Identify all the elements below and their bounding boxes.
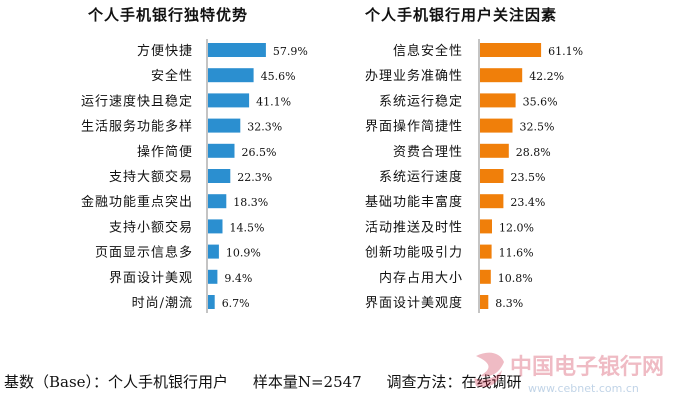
chart-2-category-label: 创新功能吸引力: [365, 245, 463, 261]
footer: 基数（Base）：个人手机银行用户 样本量N=2547 调查方法：在线调研: [4, 371, 542, 392]
chart-2-value-label: 32.5%: [520, 121, 555, 134]
chart-2-bar: [480, 295, 489, 309]
chart-1-bar: [208, 295, 215, 309]
chart-2-category-label: 内存占用大小: [379, 270, 463, 286]
chart-2-bar: [480, 219, 492, 234]
chart-2-value-label: 28.8%: [516, 146, 551, 159]
footer-method: 调查方法：在线调研: [386, 373, 522, 391]
chart-1-category-label: 操作简便: [137, 144, 193, 160]
chart-2-bar: [480, 143, 509, 158]
chart-2-category-label: 界面操作简捷性: [365, 119, 463, 135]
chart-1-bar: [208, 219, 223, 234]
chart-1-category-label: 页面显示信息多: [95, 245, 193, 261]
chart-1-bar: [208, 194, 227, 209]
chart-1-bar: [208, 269, 218, 284]
chart-2-category-label: 系统运行速度: [379, 169, 463, 185]
chart-1-bar: [208, 43, 266, 57]
chart-1-value-label: 10.9%: [226, 247, 261, 260]
chart-2-value-label: 10.8%: [498, 272, 533, 285]
chart-1-bar: [208, 118, 241, 133]
chart-title-advantages: 个人手机银行独特优势: [88, 6, 249, 24]
chart-2-category-label: 活动推送及时性: [365, 220, 463, 235]
chart-2-bar: [480, 118, 513, 133]
chart-1-category-label: 金融功能重点突出: [81, 194, 193, 210]
chart-2-category-label: 办理业务准确性: [365, 68, 463, 84]
chart-1-bar: [208, 143, 235, 158]
chart-2-bar: [480, 269, 491, 284]
chart-title-concerns: 个人手机银行用户关注因素: [365, 6, 558, 24]
chart-1-value-label: 9.4%: [224, 272, 252, 285]
chart-2-value-label: 61.1%: [548, 45, 583, 58]
chart-1-category-label: 支持小额交易: [109, 219, 193, 235]
chart-2-value-label: 11.6%: [499, 247, 534, 260]
chart-1-bar: [208, 169, 231, 183]
watermark-logo-icon: [476, 352, 504, 377]
chart-1-bar: [208, 93, 250, 108]
chart-1-category-label: 方便快捷: [137, 43, 193, 59]
chart-2-bar: [480, 194, 504, 209]
chart-2-category-label: 资费合理性: [393, 145, 463, 160]
chart-1-category-label: 运行速度快且稳定: [81, 93, 193, 109]
chart-2-value-label: 42.2%: [529, 70, 564, 83]
chart-2-value-label: 12.0%: [499, 221, 534, 234]
chart-2-bar: [480, 43, 542, 57]
chart-1-value-label: 14.5%: [230, 221, 265, 234]
chart-1-value-label: 32.3%: [247, 121, 282, 134]
chart-2-category-label: 基础功能丰富度: [365, 194, 463, 210]
chart-1-value-label: 45.6%: [261, 70, 296, 83]
chart-1-value-label: 41.1%: [256, 95, 291, 108]
chart-1-value-label: 57.9%: [273, 45, 308, 58]
chart-2-bar: [480, 68, 523, 83]
chart-2-value-label: 8.3%: [495, 297, 523, 310]
chart-2-value-label: 23.4%: [510, 196, 545, 209]
chart-1-value-label: 26.5%: [242, 146, 277, 159]
chart-1-category-label: 生活服务功能多样: [81, 119, 193, 135]
chart-1-value-label: 22.3%: [237, 171, 272, 184]
chart-1-category-label: 支持大额交易: [109, 169, 193, 185]
footer-base: 基数（Base）：个人手机银行用户: [4, 373, 229, 391]
watermark-logo-icon-lower: [474, 370, 502, 388]
watermark-url: www.cebnet.com.cn: [528, 382, 639, 395]
footer-sample: 样本量N=2547: [252, 373, 362, 391]
chart-2-category-label: 信息安全性: [393, 43, 463, 59]
chart-2-value-label: 35.6%: [523, 95, 558, 108]
watermark-text: 中国电子银行网: [510, 354, 664, 380]
chart-2-category-label: 系统运行稳定: [379, 93, 463, 109]
chart-1-value-label: 6.7%: [222, 297, 250, 310]
chart-1-bar: [208, 244, 219, 259]
chart-1-category-label: 界面设计美观: [109, 271, 193, 286]
chart-1-value-label: 18.3%: [233, 196, 268, 209]
chart-1-category-label: 安全性: [151, 68, 193, 84]
bar-charts: 方便快捷 57.9% 安全性 45.6% 运行速度快且稳定 41.1% 生活服务功能多样 32…: [81, 39, 583, 313]
watermark-logo: 中国电子银行网 www.cebnet.com.cn: [474, 352, 664, 395]
chart-2-category-label: 界面设计美观度: [365, 295, 463, 311]
chart-2-bar: [480, 244, 492, 259]
chart-1-bar: [208, 68, 254, 83]
chart-2-bar: [480, 169, 504, 183]
chart-2-bar: [480, 93, 516, 108]
chart-1-category-label: 时尚/潮流: [132, 296, 193, 311]
chart-2-value-label: 23.5%: [511, 171, 546, 184]
